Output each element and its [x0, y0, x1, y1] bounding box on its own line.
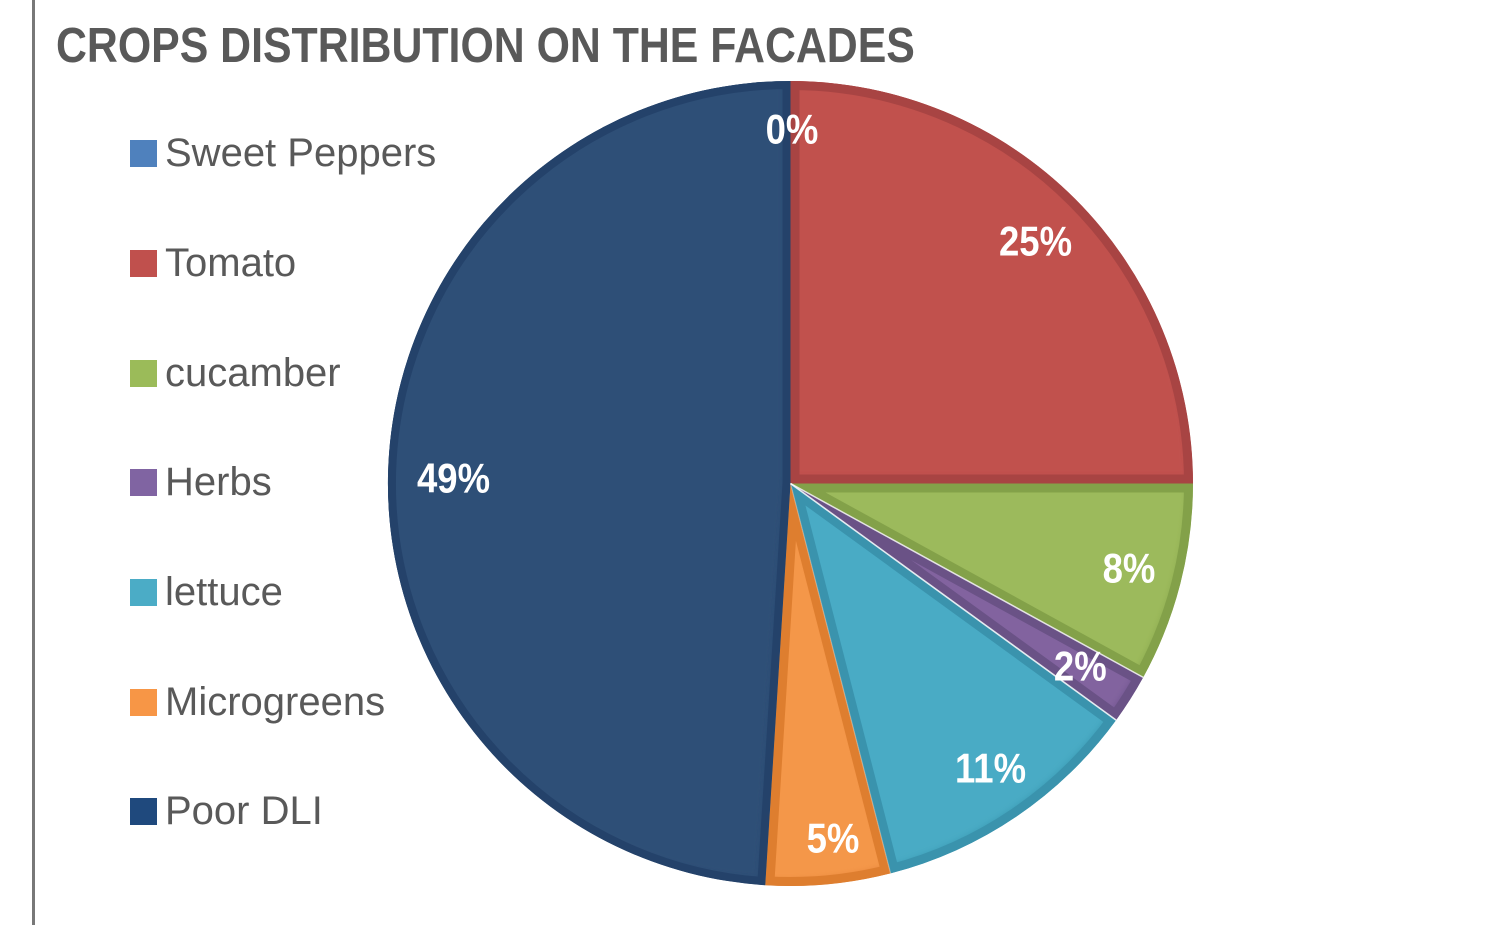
svg-text:0%: 0% [766, 107, 819, 153]
svg-text:25%: 25% [999, 219, 1072, 265]
svg-text:8%: 8% [1103, 546, 1156, 592]
svg-text:2%: 2% [1054, 644, 1107, 690]
svg-text:11%: 11% [955, 746, 1026, 792]
svg-text:49%: 49% [417, 456, 490, 502]
svg-text:5%: 5% [807, 816, 860, 862]
